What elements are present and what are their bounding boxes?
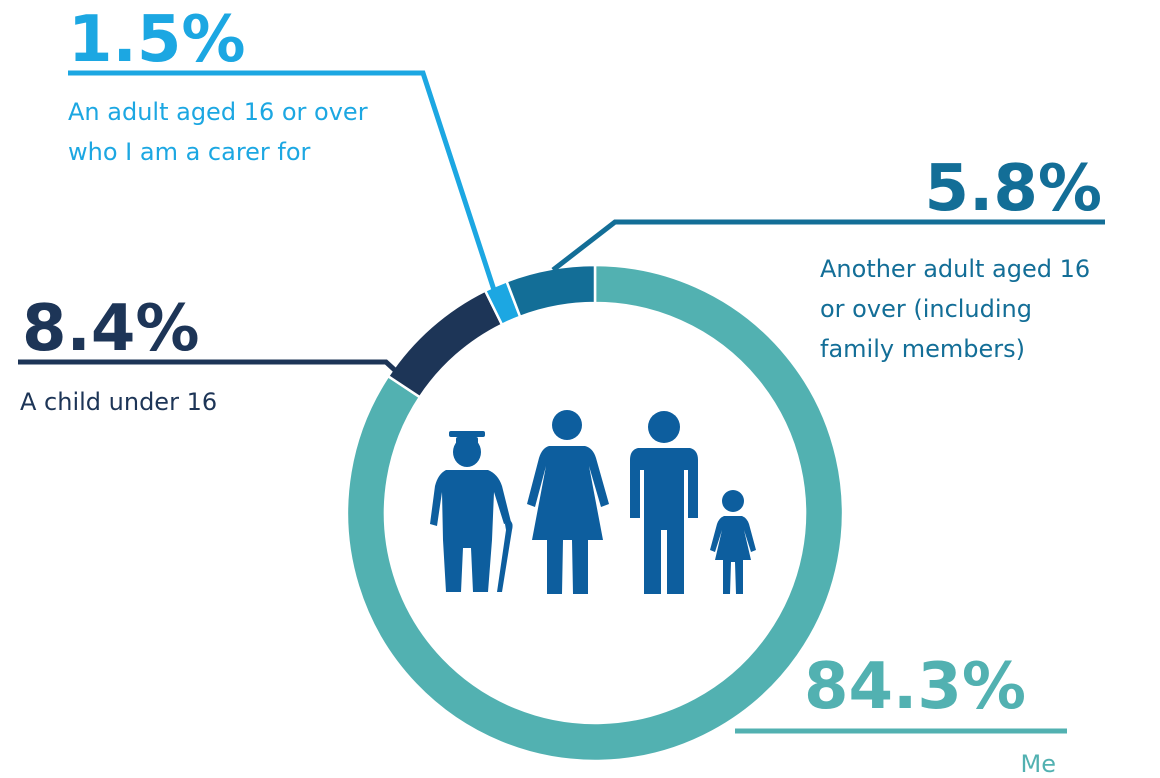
- percent-label-adult-cared-for: 1.5%: [68, 3, 246, 77]
- leader-line-another-adult: [551, 219, 1105, 272]
- category-label-another-adult: Another adult aged 16 or over (including…: [820, 255, 1098, 363]
- category-label-child-under-16: A child under 16: [20, 388, 217, 416]
- donut-segments: [345, 263, 845, 763]
- leader-line-adult-cared-for: [68, 70, 497, 291]
- leader-line-child-under-16: [18, 359, 400, 375]
- percent-label-another-adult: 5.8%: [925, 152, 1103, 226]
- man-icon: [630, 411, 698, 594]
- woman-icon: [527, 410, 609, 594]
- family-icon: [430, 410, 756, 594]
- category-label-me: Me: [1021, 750, 1056, 778]
- category-label-adult-cared-for: An adult aged 16 or over who I am a care…: [68, 98, 375, 166]
- segment-me: [345, 263, 845, 763]
- segment-child-under-16: [386, 288, 504, 399]
- elderly-man-with-cane-icon: [430, 431, 513, 592]
- percent-label-me: 84.3%: [804, 650, 1026, 724]
- percent-label-child-under-16: 8.4%: [22, 292, 200, 366]
- child-icon: [710, 490, 756, 594]
- segment-another-adult: [504, 263, 597, 319]
